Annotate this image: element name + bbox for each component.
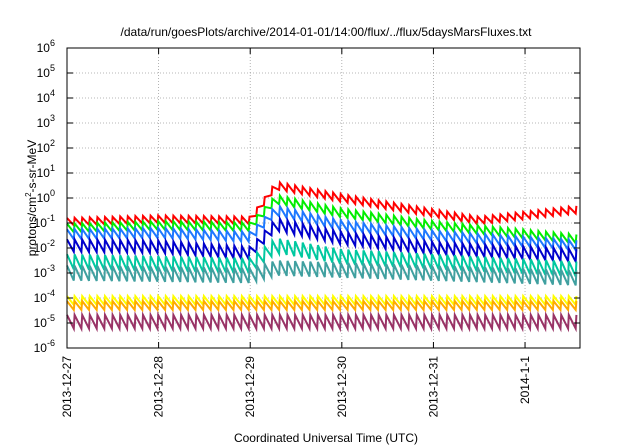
y-tick-label: 10-2 xyxy=(34,238,55,255)
y-axis-label-main: protons/cm xyxy=(25,197,39,256)
y-tick-label: 104 xyxy=(37,88,55,105)
y-axis-label: protons/cm2-s-sr-MeV xyxy=(24,140,39,256)
y-axis-label-sup: 2 xyxy=(24,192,33,197)
y-tick-label: 100 xyxy=(37,188,55,205)
y-tick-exponent: 5 xyxy=(50,63,55,73)
y-tick-exponent: 3 xyxy=(50,113,55,123)
y-tick-exponent: 2 xyxy=(50,138,55,148)
y-tick-base: 10 xyxy=(37,191,51,205)
series-line-4 xyxy=(66,214,578,266)
series-group xyxy=(66,179,578,333)
x-axis-ticks: 2013-12-27 2013-12-28 2013-12-29 2013-12-30… xyxy=(60,48,532,417)
y-tick-base: 10 xyxy=(34,241,48,255)
y-tick-label: 10-3 xyxy=(34,263,55,280)
y-tick-label: 10-6 xyxy=(34,338,55,355)
y-tick-base: 10 xyxy=(34,316,48,330)
y-tick-base: 10 xyxy=(37,66,51,80)
y-tick-base: 10 xyxy=(37,141,51,155)
y-tick-exponent: 0 xyxy=(50,188,55,198)
y-tick-exponent: -4 xyxy=(47,288,55,298)
y-tick-label: 10-1 xyxy=(34,213,55,230)
y-tick-label: 10-5 xyxy=(34,313,55,330)
series-line-6 xyxy=(66,260,578,286)
chart-title: /data/run/goesPlots/archive/2014-01-01/1… xyxy=(121,25,533,39)
y-tick-base: 10 xyxy=(34,341,48,355)
series-line-9 xyxy=(66,311,578,333)
x-tick-label: 2013-12-27 xyxy=(60,356,74,418)
y-tick-exponent: 6 xyxy=(50,38,55,48)
y-tick-exponent: -6 xyxy=(47,338,55,348)
y-tick-base: 10 xyxy=(34,266,48,280)
x-tick-label: 2013-12-30 xyxy=(335,356,349,418)
x-tick-label: 2013-12-31 xyxy=(426,356,440,418)
y-tick-base: 10 xyxy=(37,91,51,105)
y-tick-base: 10 xyxy=(37,116,51,130)
y-tick-exponent: 4 xyxy=(50,88,55,98)
y-tick-base: 10 xyxy=(34,291,48,305)
series-line-5 xyxy=(66,237,578,277)
x-tick-label: 2013-12-28 xyxy=(152,356,166,418)
x-axis-label: Coordinated Universal Time (UTC) xyxy=(234,431,418,445)
y-tick-base: 10 xyxy=(37,41,51,55)
y-tick-exponent: 1 xyxy=(50,163,55,173)
y-tick-exponent: -3 xyxy=(47,263,55,273)
y-tick-base: 10 xyxy=(37,166,51,180)
y-tick-label: 103 xyxy=(37,113,55,130)
y-tick-label: 105 xyxy=(37,63,55,80)
x-tick-label: 2014-1-1 xyxy=(518,356,532,404)
y-tick-label: 10-4 xyxy=(34,288,55,305)
series-line-8 xyxy=(66,298,578,313)
y-tick-label: 102 xyxy=(37,138,55,155)
y-tick-label: 101 xyxy=(37,163,55,180)
y-tick-exponent: -5 xyxy=(47,313,55,323)
y-tick-exponent: -1 xyxy=(47,213,55,223)
y-tick-exponent: -2 xyxy=(47,238,55,248)
x-tick-label: 2013-12-29 xyxy=(243,356,257,418)
y-tick-label: 106 xyxy=(37,38,55,55)
series-line-1 xyxy=(66,179,578,228)
y-axis-ticks: 10-610-510-410-310-210-11001011021031041… xyxy=(34,38,580,355)
y-axis-label-rest: -s-sr-MeV xyxy=(25,140,39,193)
y-tick-base: 10 xyxy=(34,216,48,230)
